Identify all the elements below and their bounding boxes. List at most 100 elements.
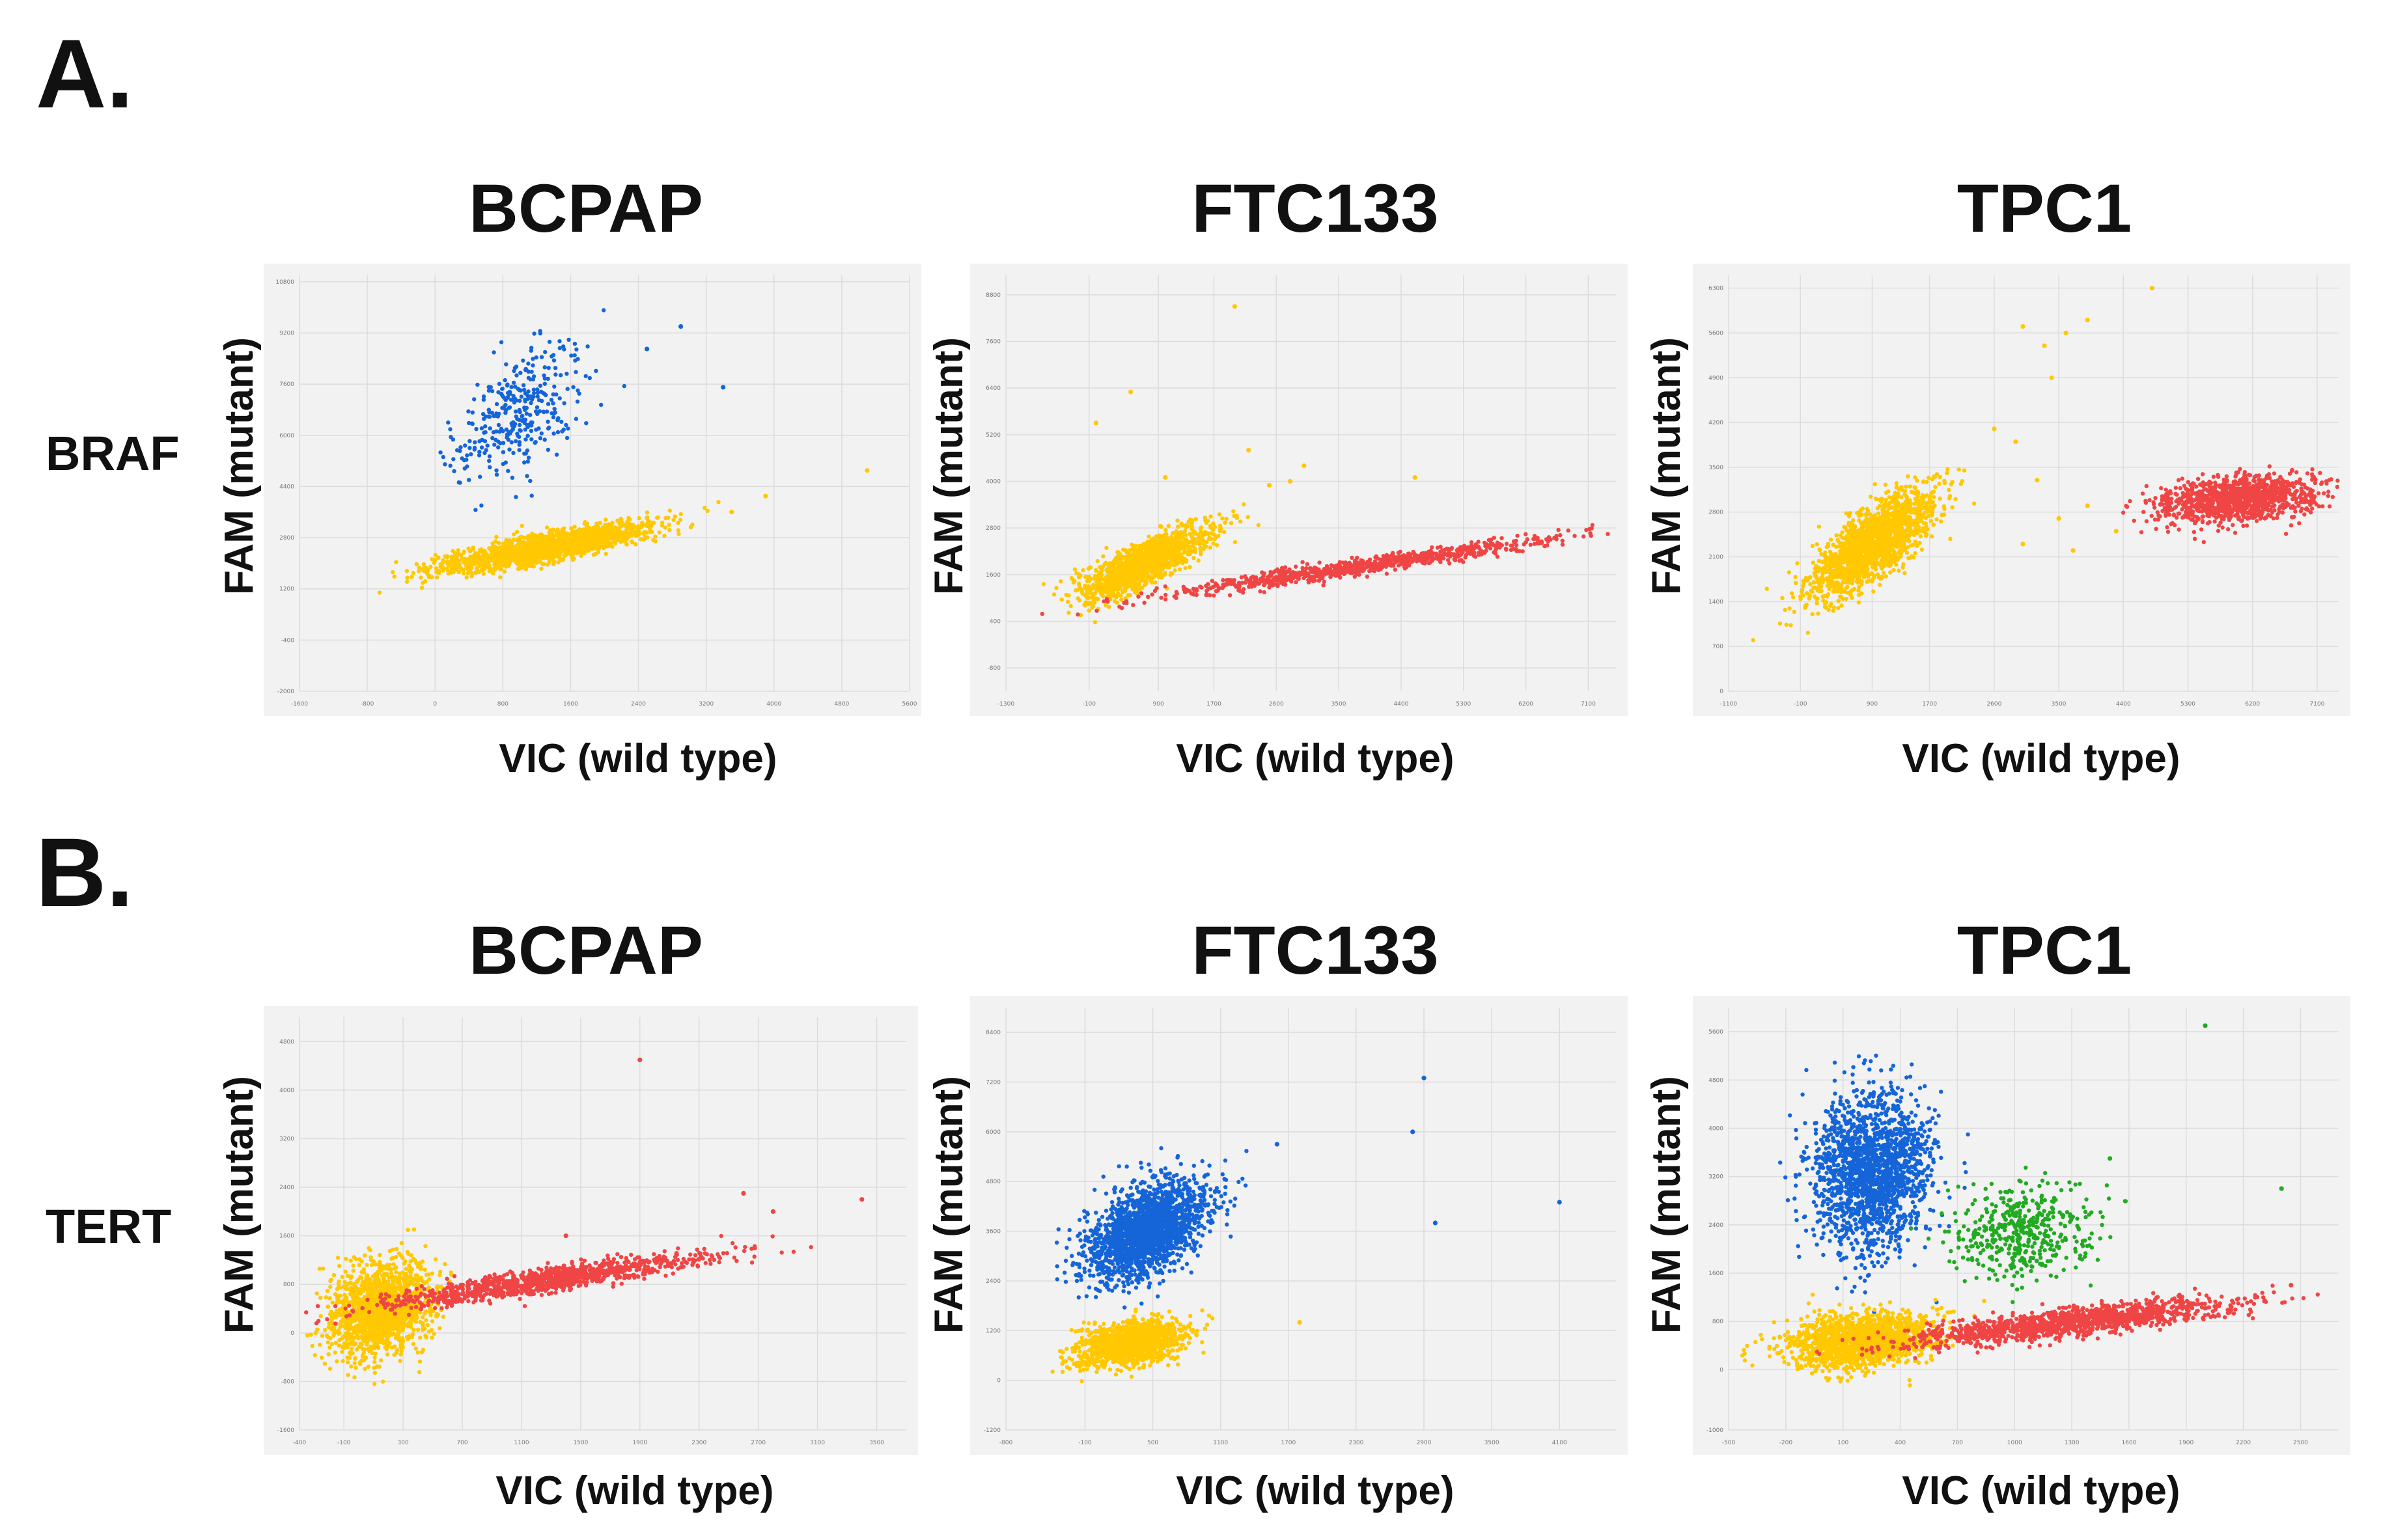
data-point [1204, 544, 1208, 549]
data-point [1365, 562, 1370, 568]
data-point [455, 551, 460, 556]
data-point [1421, 551, 1425, 556]
data-point [513, 409, 518, 414]
xlabel-tert-bcpap: VIC (wild type) [495, 1468, 774, 1513]
data-point [1317, 560, 1322, 565]
x-tick-label: 7100 [1581, 701, 1596, 708]
y-tick-label: 4200 [1708, 420, 1723, 426]
data-point [480, 437, 484, 442]
data-point [1188, 532, 1192, 536]
data-point [499, 426, 503, 431]
data-point [1402, 559, 1406, 564]
data-point [1194, 588, 1199, 594]
data-point [1120, 562, 1125, 567]
data-point [1074, 571, 1079, 575]
data-point [1166, 548, 1171, 553]
data-point [499, 391, 504, 396]
data-point [542, 365, 547, 370]
data-point [1221, 583, 1225, 587]
data-point [1361, 566, 1365, 570]
data-point [419, 575, 423, 580]
x-tick-label: 1700 [1922, 701, 1937, 708]
data-point [1499, 536, 1504, 540]
data-point [1308, 566, 1313, 570]
data-point [1085, 575, 1090, 579]
data-point [1277, 571, 1282, 576]
data-point [1157, 543, 1162, 547]
data-point [499, 552, 504, 557]
data-point [676, 521, 680, 525]
data-point [548, 547, 553, 552]
data-point [1515, 533, 1520, 538]
data-point [1195, 532, 1201, 537]
data-point [594, 368, 598, 373]
data-point [404, 569, 410, 573]
x-tick-label: -100 [1083, 701, 1096, 708]
panel-title-tert-tpc1: TPC1 [1956, 913, 2132, 989]
data-point [508, 429, 514, 433]
data-point [517, 422, 522, 428]
data-point [1119, 606, 1124, 611]
data-point [1524, 532, 1528, 536]
data-point [506, 469, 510, 473]
data-point [1304, 566, 1309, 571]
data-point [1904, 484, 1908, 489]
data-point [559, 373, 563, 378]
data-point [1588, 531, 1593, 536]
data-point [603, 527, 607, 532]
data-point [1176, 525, 1180, 529]
data-point [467, 439, 472, 443]
data-point [483, 430, 488, 435]
data-point [1447, 561, 1452, 566]
data-point [1293, 571, 1298, 575]
data-point [651, 521, 656, 525]
data-point [481, 549, 486, 555]
data-point [1542, 543, 1547, 549]
outlier-point [645, 346, 650, 351]
data-point [464, 458, 469, 462]
data-point [637, 516, 641, 521]
data-point [587, 376, 592, 380]
data-point [609, 541, 613, 545]
data-point [525, 474, 529, 478]
data-point [1268, 570, 1273, 575]
data-point [583, 374, 588, 379]
data-point [1076, 575, 1081, 580]
data-point [1143, 552, 1147, 557]
data-point [1452, 552, 1456, 557]
data-point [1107, 571, 1112, 576]
data-point [524, 411, 529, 416]
data-point [529, 423, 534, 428]
data-point [441, 566, 445, 570]
data-point [483, 555, 488, 560]
data-point [575, 399, 580, 404]
data-point [1180, 555, 1184, 560]
data-point [446, 420, 451, 425]
outlier-point [678, 324, 684, 329]
data-point [556, 550, 561, 555]
data-point [501, 441, 506, 445]
data-point [1232, 583, 1237, 587]
data-point [583, 535, 587, 540]
ylabel-tert-bcpap: FAM (mutant) [217, 1075, 262, 1334]
outlier-point [1232, 304, 1237, 309]
data-point [487, 410, 492, 415]
data-point [1122, 588, 1128, 594]
data-point [529, 428, 534, 433]
data-point [1173, 557, 1178, 562]
x-tick-label: 900 [1867, 701, 1878, 708]
data-point [1167, 561, 1171, 566]
data-point [1107, 605, 1111, 609]
data-point [526, 547, 531, 551]
data-point [494, 553, 499, 557]
data-point [1488, 542, 1493, 547]
data-point [504, 362, 508, 366]
data-point [1194, 592, 1199, 598]
data-point [576, 532, 580, 536]
data-point [1069, 575, 1074, 581]
data-point [434, 575, 439, 580]
data-point [469, 560, 474, 565]
data-point [690, 522, 695, 527]
data-point [612, 539, 617, 543]
data-point [421, 562, 426, 566]
